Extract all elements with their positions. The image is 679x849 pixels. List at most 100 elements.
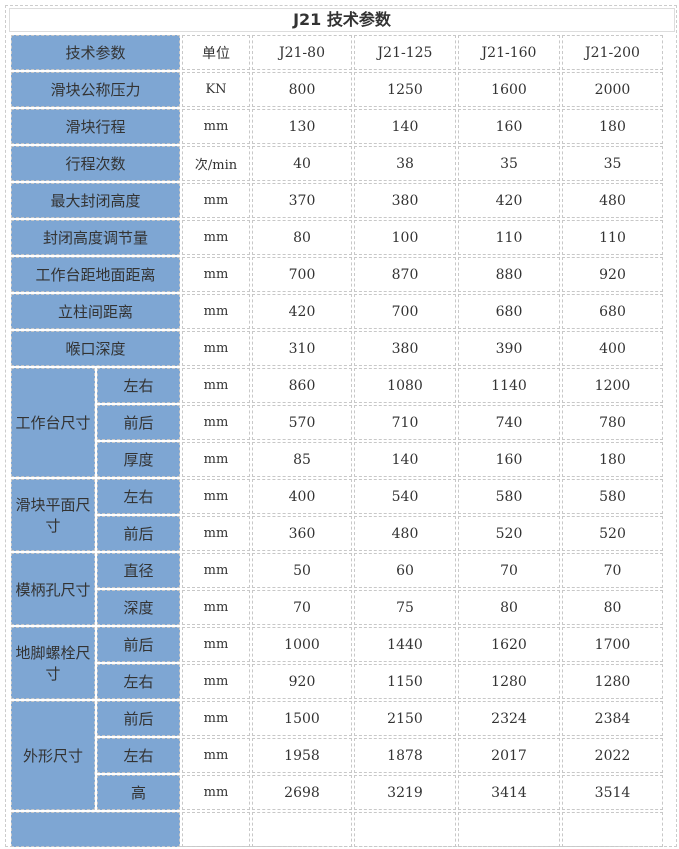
table-row: 立柱间距离 mm 420 700 680 680 — [11, 294, 663, 329]
value-cell: 140 — [354, 442, 456, 477]
sub-label: 厚度 — [97, 442, 180, 477]
unit-cell: mm — [182, 701, 250, 736]
value-cell: 1150 — [354, 664, 456, 699]
value-cell: 130 — [252, 109, 352, 144]
value-cell: 70 — [458, 553, 560, 588]
value-cell: 2022 — [562, 738, 663, 773]
value-cell: 920 — [562, 257, 663, 292]
sub-label: 左右 — [97, 664, 180, 699]
table-row: 模柄孔尺寸 直径 mm 50 60 70 70 — [11, 553, 663, 625]
table-row: 左右 mm 920 1150 1280 1280 — [11, 664, 663, 699]
value-cell: 400 — [252, 479, 352, 514]
table-row: 行程次数 次/min 40 38 35 35 — [11, 146, 663, 181]
value-cell: 160 — [458, 109, 560, 144]
row-label — [11, 812, 180, 847]
unit-cell: mm — [182, 368, 250, 403]
value-cell: 860 — [252, 368, 352, 403]
table-row: 滑块平面尺寸 左右 mm 400 540 580 580 — [11, 479, 663, 551]
sub-label: 前后 — [97, 627, 180, 662]
value-cell: 2384 — [562, 701, 663, 736]
header-cell: 单位 — [182, 35, 250, 70]
value-cell: 70 — [562, 553, 663, 588]
unit-cell: mm — [182, 405, 250, 440]
value-cell: 80 — [458, 590, 560, 625]
unit-cell: mm — [182, 516, 250, 551]
value-cell: 110 — [562, 220, 663, 255]
value-cell: 75 — [354, 590, 456, 625]
row-label: 滑块公称压力 — [11, 72, 180, 107]
value-cell: 880 — [458, 257, 560, 292]
value-cell: 520 — [458, 516, 560, 551]
value-cell: 85 — [252, 442, 352, 477]
value-cell: 2000 — [562, 72, 663, 107]
table-row — [11, 812, 663, 847]
value-cell: 480 — [354, 516, 456, 551]
unit-cell: mm — [182, 257, 250, 292]
table-row: 厚度 mm 85 140 160 180 — [11, 442, 663, 477]
value-cell: 700 — [354, 294, 456, 329]
value-cell: 1878 — [354, 738, 456, 773]
value-cell: 700 — [252, 257, 352, 292]
value-cell: 420 — [252, 294, 352, 329]
row-label: 喉口深度 — [11, 331, 180, 366]
table-title: J21 技术参数 — [9, 8, 675, 32]
value-cell: 2324 — [458, 701, 560, 736]
unit-cell: KN — [182, 72, 250, 107]
sub-label: 前后 — [97, 516, 180, 551]
unit-cell: mm — [182, 294, 250, 329]
table-row: 滑块行程 mm 130 140 160 180 — [11, 109, 663, 144]
row-label: 最大封闭高度 — [11, 183, 180, 218]
row-label: 工作台距地面距离 — [11, 257, 180, 292]
value-cell: 60 — [354, 553, 456, 588]
header-cell: J21-160 — [458, 35, 560, 70]
table-row: 喉口深度 mm 310 380 390 400 — [11, 331, 663, 366]
group-label: 滑块平面尺寸 — [11, 479, 95, 551]
value-cell: 480 — [562, 183, 663, 218]
value-cell: 310 — [252, 331, 352, 366]
value-cell: 570 — [252, 405, 352, 440]
value-cell — [354, 812, 456, 847]
table-row: 高 mm 2698 3219 3414 3514 — [11, 775, 663, 810]
value-cell: 38 — [354, 146, 456, 181]
value-cell: 370 — [252, 183, 352, 218]
value-cell: 870 — [354, 257, 456, 292]
value-cell: 540 — [354, 479, 456, 514]
value-cell: 3514 — [562, 775, 663, 810]
value-cell: 180 — [562, 109, 663, 144]
value-cell: 140 — [354, 109, 456, 144]
header-cell: J21-125 — [354, 35, 456, 70]
value-cell: 3414 — [458, 775, 560, 810]
value-cell: 580 — [562, 479, 663, 514]
unit-cell: mm — [182, 590, 250, 625]
table-row: 工作台距地面距离 mm 700 870 880 920 — [11, 257, 663, 292]
value-cell: 1280 — [562, 664, 663, 699]
row-label: 滑块行程 — [11, 109, 180, 144]
table-row: 滑块公称压力 KN 800 1250 1600 2000 — [11, 72, 663, 107]
unit-cell: 次/min — [182, 146, 250, 181]
value-cell: 1250 — [354, 72, 456, 107]
value-cell: 390 — [458, 331, 560, 366]
value-cell: 50 — [252, 553, 352, 588]
value-cell: 400 — [562, 331, 663, 366]
row-label: 立柱间距离 — [11, 294, 180, 329]
sub-label: 左右 — [97, 738, 180, 773]
group-label: 地脚螺栓尺寸 — [11, 627, 95, 699]
value-cell: 1958 — [252, 738, 352, 773]
value-cell: 35 — [562, 146, 663, 181]
sub-label: 直径 — [97, 553, 180, 588]
value-cell — [562, 812, 663, 847]
value-cell: 1620 — [458, 627, 560, 662]
unit-cell: mm — [182, 627, 250, 662]
unit-cell: mm — [182, 109, 250, 144]
unit-cell: mm — [182, 442, 250, 477]
value-cell: 580 — [458, 479, 560, 514]
value-cell: 100 — [354, 220, 456, 255]
value-cell — [252, 812, 352, 847]
value-cell: 1000 — [252, 627, 352, 662]
group-label: 工作台尺寸 — [11, 368, 95, 477]
value-cell: 780 — [562, 405, 663, 440]
unit-cell: mm — [182, 220, 250, 255]
group-label: 模柄孔尺寸 — [11, 553, 95, 625]
sub-label: 深度 — [97, 590, 180, 625]
value-cell: 920 — [252, 664, 352, 699]
